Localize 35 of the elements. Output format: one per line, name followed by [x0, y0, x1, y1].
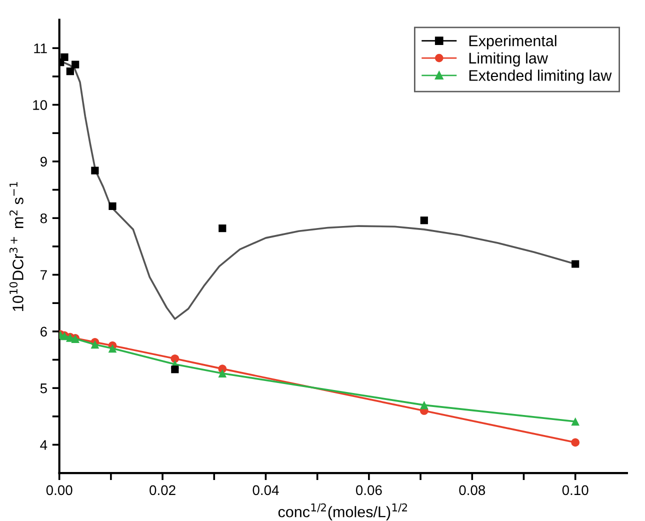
point	[218, 369, 227, 378]
y-tick-label: 8	[40, 213, 47, 224]
y-tick-label: 11	[34, 44, 47, 54]
point	[66, 68, 74, 76]
legend-label: Extended limiting law	[469, 70, 612, 84]
point	[72, 60, 80, 68]
point	[571, 438, 580, 447]
x-tick-label: 0.02	[150, 485, 176, 496]
point	[91, 166, 99, 174]
y-tick-label: 9	[40, 156, 47, 167]
y-tick-label: 5	[40, 384, 47, 394]
point	[170, 354, 180, 363]
point	[171, 366, 179, 374]
x-tick-label: 0.06	[356, 485, 382, 496]
x-tick-label: 0.04	[252, 485, 279, 496]
y-tick-label: 10	[33, 100, 47, 110]
point	[218, 224, 226, 232]
point	[60, 53, 68, 61]
x-tick-label: 0.08	[459, 485, 486, 496]
y-axis-title: 10$^{10}$DCr$^{3+}$ m$^{2}$ s$^{−1}$	[9, 182, 24, 311]
point	[571, 417, 580, 426]
point	[420, 216, 428, 224]
y-tick-label: 4	[40, 440, 48, 450]
point	[108, 202, 116, 210]
x-tick-label: 0.10	[562, 485, 588, 496]
point	[108, 344, 117, 353]
y-tick-label: 6	[40, 326, 47, 337]
x-tick-label: 0.00	[46, 485, 72, 496]
x-axis-title: conc$^{1/2}$(moles/L)$^{1/2}$	[278, 503, 407, 520]
y-tick-label: 7	[40, 270, 47, 280]
legend-label: Experimental	[469, 35, 556, 50]
point	[90, 340, 100, 349]
legend-label: Limiting law	[469, 52, 548, 67]
point	[572, 260, 580, 268]
point	[420, 400, 428, 410]
